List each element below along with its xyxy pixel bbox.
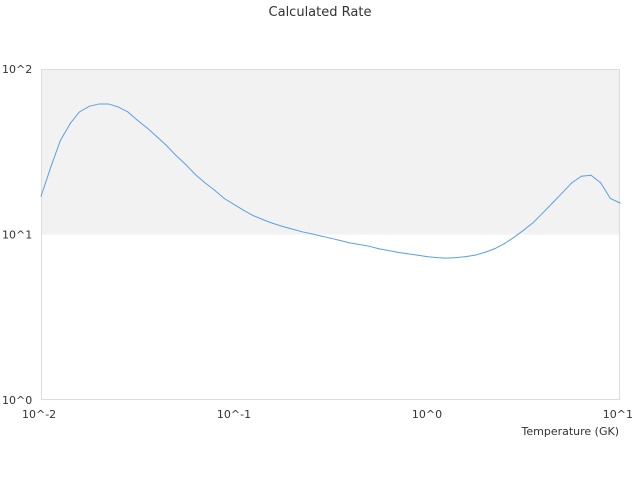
data-point xyxy=(233,203,235,205)
data-point xyxy=(503,243,505,245)
data-point xyxy=(580,175,582,177)
data-point xyxy=(301,231,303,233)
data-point xyxy=(571,182,573,184)
data-point xyxy=(397,251,399,253)
data-point xyxy=(69,122,71,124)
data-point xyxy=(436,257,438,259)
data-point xyxy=(136,119,138,121)
series-points xyxy=(40,103,621,259)
data-point xyxy=(387,250,389,252)
plot-area-border xyxy=(41,69,620,400)
data-point xyxy=(358,244,360,246)
y-tick-label: 10^0 xyxy=(2,394,32,407)
y-tick-label: 10^1 xyxy=(2,229,32,242)
x-axis-label: Temperature (GK) xyxy=(521,425,620,438)
data-point xyxy=(252,215,254,217)
data-point xyxy=(378,248,380,250)
data-point xyxy=(542,212,544,214)
data-point xyxy=(484,251,486,253)
data-point xyxy=(272,222,274,224)
data-point xyxy=(166,144,168,146)
data-point xyxy=(262,219,264,221)
data-point xyxy=(243,209,245,211)
data-point xyxy=(416,254,418,256)
data-point xyxy=(291,228,293,230)
data-point xyxy=(108,103,110,105)
data-point xyxy=(532,222,534,224)
data-point xyxy=(445,257,447,259)
data-point xyxy=(600,182,602,184)
data-point xyxy=(204,182,206,184)
data-point xyxy=(522,229,524,231)
data-point xyxy=(426,256,428,258)
data-point xyxy=(465,256,467,258)
data-point xyxy=(281,225,283,227)
x-axis-ticks: 10^-2 10^-1 10^0 10^1 xyxy=(22,408,633,421)
data-point xyxy=(88,105,90,107)
data-point xyxy=(339,239,341,241)
x-tick-label: 10^-1 xyxy=(217,408,251,421)
shaded-band xyxy=(41,69,620,235)
data-point xyxy=(407,253,409,255)
data-point xyxy=(474,254,476,256)
data-point xyxy=(185,163,187,165)
data-point xyxy=(223,198,225,200)
x-tick-label: 10^0 xyxy=(412,408,442,421)
data-point xyxy=(117,106,119,108)
data-point xyxy=(349,242,351,244)
data-point xyxy=(590,174,592,176)
y-tick-label: 10^2 xyxy=(2,63,32,76)
data-point xyxy=(513,236,515,238)
data-point xyxy=(368,245,370,247)
data-point xyxy=(551,202,553,204)
data-point xyxy=(609,198,611,200)
data-point xyxy=(329,237,331,239)
data-point xyxy=(194,174,196,176)
x-tick-label: 10^-2 xyxy=(22,408,56,421)
data-point xyxy=(561,192,563,194)
data-point xyxy=(59,139,61,141)
chart-title: Calculated Rate xyxy=(269,5,372,20)
data-point xyxy=(78,111,80,113)
data-point xyxy=(156,136,158,138)
data-point xyxy=(175,155,177,157)
x-tick-label: 10^1 xyxy=(603,408,633,421)
data-point xyxy=(50,165,52,167)
data-point xyxy=(494,248,496,250)
data-point xyxy=(320,235,322,237)
y-axis-ticks: 10^0 10^1 10^2 xyxy=(2,63,32,407)
data-point xyxy=(40,195,42,197)
data-point xyxy=(214,189,216,191)
data-point xyxy=(127,111,129,113)
data-point xyxy=(146,127,148,129)
data-point xyxy=(310,233,312,235)
data-point xyxy=(455,257,457,259)
data-point xyxy=(619,202,621,204)
data-point xyxy=(98,103,100,105)
